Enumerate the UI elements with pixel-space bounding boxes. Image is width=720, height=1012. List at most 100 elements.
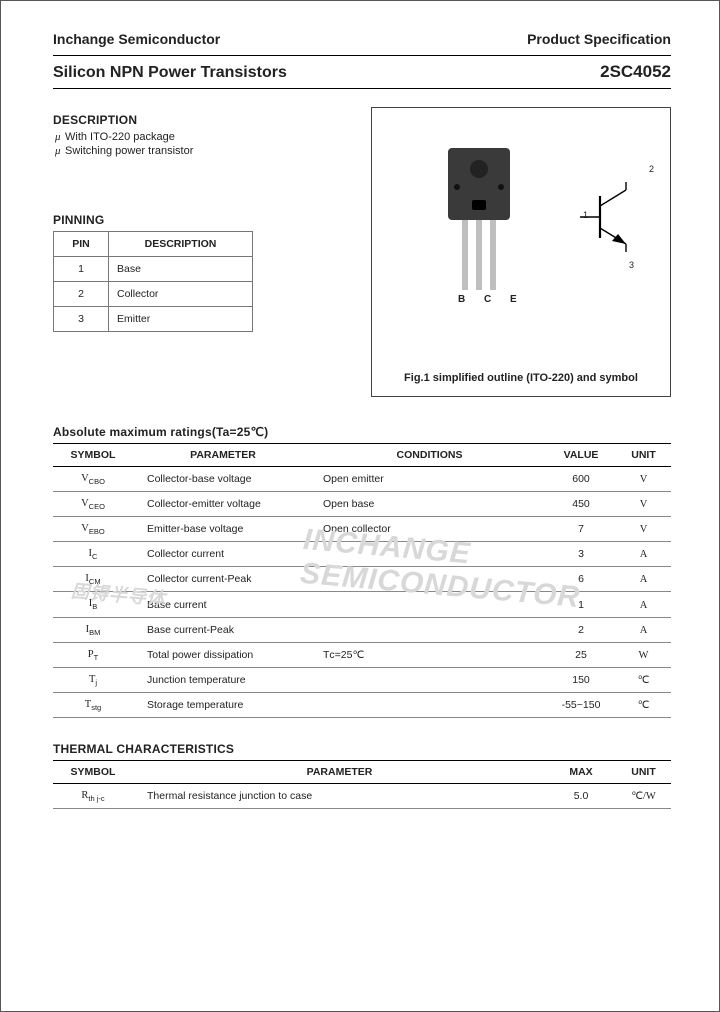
- cond-cell: Tᴄ=25℃: [313, 642, 546, 667]
- cond-cell: [313, 542, 546, 567]
- value-cell: 1: [546, 592, 616, 617]
- param-cell: Collector current: [133, 542, 313, 567]
- value-cell: 600: [546, 467, 616, 492]
- pinning-heading: PINNING: [53, 213, 353, 227]
- table-row: SYMBOL PARAMETER CONDITIONS VALUE UNIT: [53, 444, 671, 467]
- symbol-cell: PT: [53, 642, 133, 667]
- left-column: DESCRIPTION μWith ITO-220 package μSwitc…: [53, 107, 353, 397]
- table-row: IBMBase current-Peak 2A: [53, 617, 671, 642]
- table-row: 3Emitter: [54, 307, 253, 332]
- param-cell: Base current-Peak: [133, 617, 313, 642]
- ratings-table: SYMBOL PARAMETER CONDITIONS VALUE UNIT V…: [53, 443, 671, 718]
- cond-cell: [313, 592, 546, 617]
- cond-cell: Open collector: [313, 517, 546, 542]
- lead-icon: [462, 220, 468, 290]
- desc-line-1: μWith ITO-220 package: [55, 131, 353, 143]
- col-pin: PIN: [54, 232, 109, 257]
- value-cell: 25: [546, 642, 616, 667]
- doc-type: Product Specification: [527, 31, 671, 47]
- table-row: Rth j-cThermal resistance junction to ca…: [53, 783, 671, 808]
- symbol-cell: Tstg: [53, 692, 133, 717]
- unit-cell: W: [616, 642, 671, 667]
- value-cell: -55~150: [546, 692, 616, 717]
- unit-cell: A: [616, 617, 671, 642]
- figure-caption: Fig.1 simplified outline (ITO-220) and s…: [372, 372, 670, 384]
- pin-legend: B C E: [458, 294, 525, 305]
- unit-cell: ℃/W: [616, 783, 671, 808]
- pinning-table: PIN DESCRIPTION 1Base 2Collector 3Emitte…: [53, 231, 253, 332]
- right-column: B C E 2 1 3 Fig.1 simplified outline (IT…: [371, 107, 671, 397]
- unit-cell: V: [616, 467, 671, 492]
- table-row: PTTotal power dissipationTᴄ=25℃25W: [53, 642, 671, 667]
- table-row: TstgStorage temperature -55~150℃: [53, 692, 671, 717]
- top-header: Inchange Semiconductor Product Specifica…: [53, 31, 671, 47]
- col-desc: DESCRIPTION: [109, 232, 253, 257]
- param-cell: Collector-base voltage: [133, 467, 313, 492]
- table-row: 2Collector: [54, 282, 253, 307]
- company-name: Inchange Semiconductor: [53, 31, 220, 47]
- param-cell: Collector current-Peak: [133, 567, 313, 592]
- value-cell: 150: [546, 667, 616, 692]
- param-cell: Junction temperature: [133, 667, 313, 692]
- param-cell: Emitter-base voltage: [133, 517, 313, 542]
- table-row: PIN DESCRIPTION: [54, 232, 253, 257]
- symbol-pin-3: 3: [629, 260, 634, 270]
- cond-cell: [313, 692, 546, 717]
- param-cell: Storage temperature: [133, 692, 313, 717]
- cond-cell: Open emitter: [313, 467, 546, 492]
- value-cell: 7: [546, 517, 616, 542]
- param-cell: Thermal resistance junction to case: [133, 783, 546, 808]
- unit-cell: A: [616, 592, 671, 617]
- ratings-heading: Absolute maximum ratings(Ta=25℃): [53, 425, 671, 439]
- symbol-pin-1: 1: [583, 210, 588, 220]
- table-row: VCBOCollector-base voltageOpen emitter60…: [53, 467, 671, 492]
- table-row: VEBOEmitter-base voltageOpen collector7V: [53, 517, 671, 542]
- upper-section: DESCRIPTION μWith ITO-220 package μSwitc…: [53, 107, 671, 397]
- value-cell: 3: [546, 542, 616, 567]
- unit-cell: V: [616, 517, 671, 542]
- symbol-cell: VCBO: [53, 467, 133, 492]
- table-row: IBBase current 1A: [53, 592, 671, 617]
- param-cell: Base current: [133, 592, 313, 617]
- lead-icon: [476, 220, 482, 290]
- symbol-pin-2: 2: [649, 164, 654, 174]
- thermal-table: SYMBOL PARAMETER MAX UNIT Rth j-cThermal…: [53, 760, 671, 809]
- unit-cell: A: [616, 542, 671, 567]
- value-cell: 450: [546, 492, 616, 517]
- symbol-cell: IBM: [53, 617, 133, 642]
- table-row: ICCollector current 3A: [53, 542, 671, 567]
- symbol-cell: ICM: [53, 567, 133, 592]
- unit-cell: V: [616, 492, 671, 517]
- unit-cell: ℃: [616, 692, 671, 717]
- cond-cell: [313, 667, 546, 692]
- cond-cell: [313, 567, 546, 592]
- part-number: 2SC4052: [600, 62, 671, 82]
- table-row: ICMCollector current-Peak 6A: [53, 567, 671, 592]
- unit-cell: ℃: [616, 667, 671, 692]
- figure-box: B C E 2 1 3 Fig.1 simplified outline (IT…: [371, 107, 671, 397]
- table-row: SYMBOL PARAMETER MAX UNIT: [53, 760, 671, 783]
- max-cell: 5.0: [546, 783, 616, 808]
- table-row: VCEOCollector-emitter voltageOpen base45…: [53, 492, 671, 517]
- symbol-cell: IC: [53, 542, 133, 567]
- datasheet-page: Inchange Semiconductor Product Specifica…: [0, 0, 720, 1012]
- cond-cell: [313, 617, 546, 642]
- product-family: Silicon NPN Power Transistors: [53, 64, 287, 82]
- lead-icon: [490, 220, 496, 290]
- param-cell: Total power dissipation: [133, 642, 313, 667]
- symbol-cell: Tj: [53, 667, 133, 692]
- table-row: 1Base: [54, 257, 253, 282]
- unit-cell: A: [616, 567, 671, 592]
- value-cell: 2: [546, 617, 616, 642]
- symbol-cell: IB: [53, 592, 133, 617]
- param-cell: Collector-emitter voltage: [133, 492, 313, 517]
- cond-cell: Open base: [313, 492, 546, 517]
- table-row: TjJunction temperature 150℃: [53, 667, 671, 692]
- package-outline-icon: [448, 148, 510, 220]
- description-heading: DESCRIPTION: [53, 113, 353, 127]
- thermal-heading: THERMAL CHARACTERISTICS: [53, 742, 671, 756]
- symbol-cell: VEBO: [53, 517, 133, 542]
- value-cell: 6: [546, 567, 616, 592]
- title-bar: Silicon NPN Power Transistors 2SC4052: [53, 55, 671, 89]
- symbol-cell: VCEO: [53, 492, 133, 517]
